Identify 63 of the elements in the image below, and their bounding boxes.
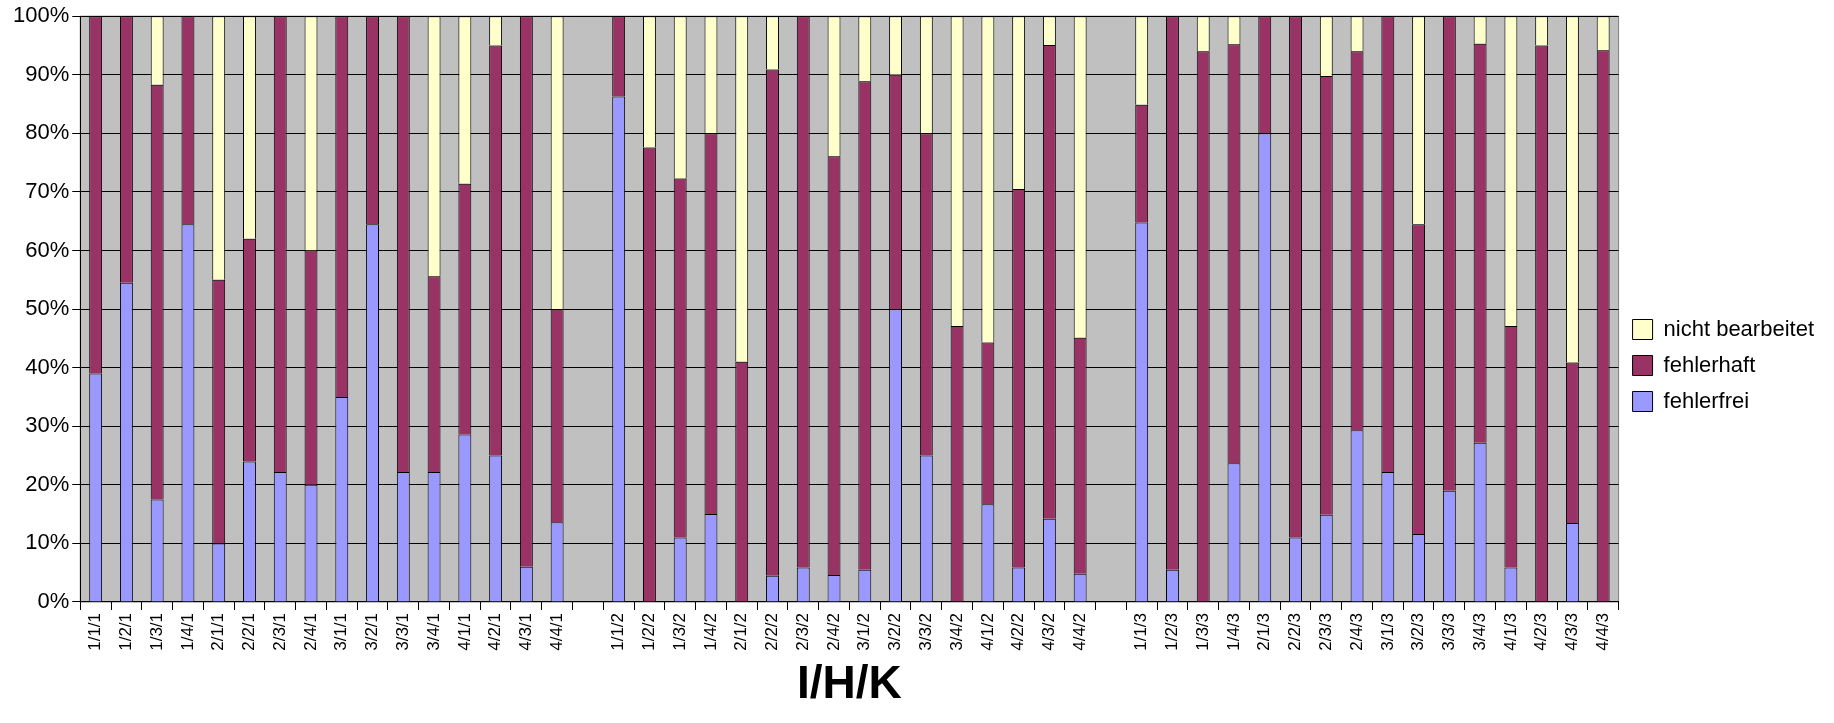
y-tick-label: 10% — [25, 529, 70, 555]
x-tick-label: 4/1/2 — [977, 612, 997, 651]
y-tick-label: 50% — [25, 295, 70, 321]
x-tick-label: 3/3/3 — [1439, 612, 1459, 651]
x-tick-label: 1/2/1 — [116, 612, 136, 651]
x-tick-label: 3/2/3 — [1408, 612, 1428, 651]
x-tick-label: 4/4/1 — [546, 612, 566, 651]
x-tick-label: 1/4/1 — [177, 612, 197, 651]
x-tick-label: 4/2/1 — [485, 612, 505, 651]
x-tick-label: 2/4/3 — [1346, 612, 1366, 651]
x-tick-label: 3/2/2 — [885, 612, 905, 651]
x-tick-label: 2/2/2 — [762, 612, 782, 651]
x-tick-label: 2/3/3 — [1315, 612, 1335, 651]
y-tick-label: 80% — [25, 119, 70, 145]
y-tick-label: 40% — [25, 353, 70, 379]
y-tick-label: 70% — [25, 178, 70, 203]
x-tick-label: 2/1/3 — [1254, 612, 1274, 651]
x-tick-label: 4/3/2 — [1039, 612, 1059, 651]
x-tick-label: 1/4/3 — [1223, 612, 1243, 651]
x-tick-label: 3/4/3 — [1469, 612, 1489, 651]
x-tick-label: 1/2/2 — [639, 612, 659, 651]
y-tick-label: 100% — [12, 2, 70, 28]
x-tick-label: 3/3/2 — [916, 612, 936, 651]
x-tick-label: 4/1/3 — [1500, 612, 1520, 651]
x-tick-label: 4/3/1 — [516, 612, 536, 651]
x-tick-label: 3/1/3 — [1377, 612, 1397, 651]
x-tick-label: 2/3/2 — [792, 612, 812, 651]
x-axis-title: I/H/K — [797, 656, 902, 709]
x-tick-label: 1/2/3 — [1162, 612, 1182, 651]
x-tick-label: 3/4/2 — [946, 612, 966, 651]
x-tick-label: 1/4/2 — [700, 612, 720, 651]
y-tick-label: 0% — [37, 588, 70, 614]
x-tick-label: 4/4/2 — [1069, 612, 1089, 651]
legend-label: fehlerhaft — [1663, 351, 1756, 377]
x-tick-label: 2/2/3 — [1285, 612, 1305, 651]
y-tick-label: 30% — [25, 412, 70, 438]
x-tick-label: 4/2/2 — [1008, 612, 1028, 651]
x-tick-label: 2/3/1 — [269, 612, 289, 651]
x-tick-label: 2/2/1 — [239, 612, 259, 651]
x-tick-label: 3/4/1 — [423, 612, 443, 651]
x-tick-label: 1/3/2 — [669, 612, 689, 651]
x-tick-label: 4/4/3 — [1592, 612, 1612, 651]
x-tick-label: 3/1/2 — [854, 612, 874, 651]
x-tick-label: 3/1/1 — [331, 612, 351, 651]
x-tick-label: 2/4/1 — [300, 612, 320, 651]
x-tick-label: 4/1/1 — [454, 612, 474, 651]
legend-label: nicht bearbeitet — [1663, 315, 1814, 341]
y-tick-label: 20% — [25, 470, 70, 496]
y-tick-label: 90% — [25, 60, 70, 86]
x-tick-label: 1/1/1 — [85, 612, 105, 651]
x-tick-label: 3/3/1 — [393, 612, 412, 651]
x-tick-label: 1/1/3 — [1131, 612, 1151, 651]
x-tick-label: 1/1/2 — [608, 612, 628, 651]
x-tick-label: 4/3/3 — [1562, 612, 1582, 651]
x-tick-label: 2/4/2 — [823, 612, 843, 651]
y-tick-label: 60% — [25, 236, 70, 262]
x-tick-label: 2/1/2 — [731, 612, 751, 651]
x-tick-label: 1/3/3 — [1192, 612, 1212, 651]
x-tick-label: 1/3/1 — [146, 612, 166, 651]
x-tick-label: 3/2/1 — [362, 612, 382, 651]
legend-label: fehlerfrei — [1663, 387, 1750, 413]
x-tick-label: 4/2/3 — [1531, 612, 1551, 651]
x-tick-label: 2/1/1 — [208, 612, 228, 651]
